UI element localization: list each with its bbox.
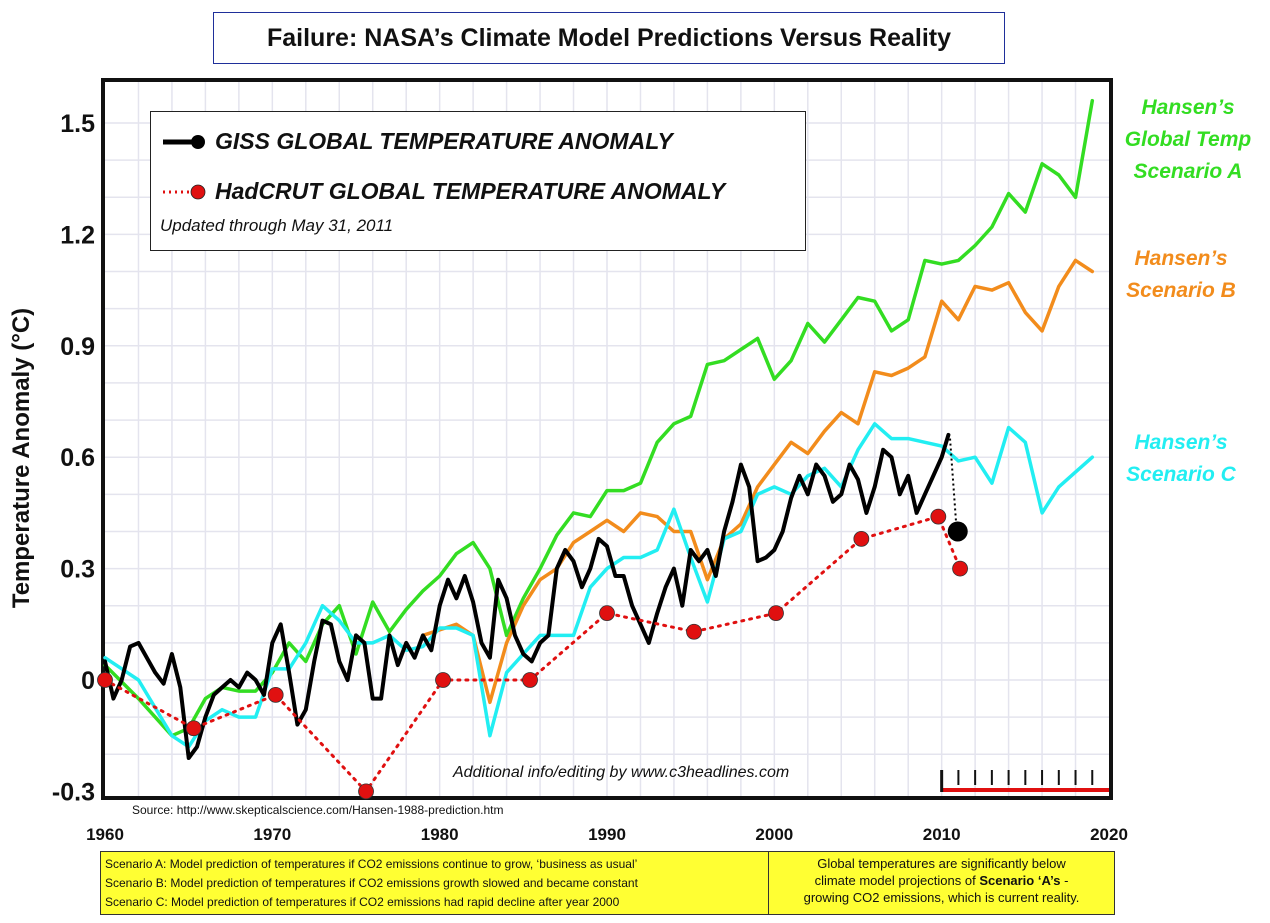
hadcrut-point [952,560,968,577]
series-line-hansen-s-scenario-b [421,258,1095,705]
credit-text: Additional info/editing by www.c3headlin… [453,764,790,781]
legend-item-giss: GISS GLOBAL TEMPERATURE ANOMALY [161,128,673,155]
axis-ticks: -0.3 0 0.3 0.6 0.9 1.2 1.5 1960 1970 1980 1990 2000… [52,110,1128,844]
hadcrut-point [185,720,202,737]
footer-line-c: Scenario C: Model prediction of temperat… [105,895,620,909]
scenario-a-label: Hansen’s Global Temp Scenario A [1116,92,1260,188]
scenario-a-line-3: Scenario A [1133,160,1243,183]
series-line-giss-global-temperature-anomaly [103,432,951,760]
source-text: Source: http://www.skepticalscience.com/… [132,803,504,817]
x-tick-label: 2020 [1090,825,1128,844]
y-tick-label: 0.3 [60,556,95,584]
legend-updated-note: Updated through May 31, 2011 [160,216,394,235]
chart-title: Failure: NASA’s Climate Model Prediction… [266,23,951,52]
title-box: Failure: NASA’s Climate Model Prediction… [213,12,1005,64]
y-tick-label: 0 [81,667,95,695]
y-tick-label: 1.2 [60,221,95,249]
x-tick-label: 1970 [253,825,291,844]
scenario-b-line-2: Scenario B [1126,279,1236,302]
scenario-c-label: Hansen’s Scenario C [1116,427,1246,491]
year-marker-strip [940,770,1109,792]
scenario-b-line-1: Hansen’s [1134,247,1228,270]
legend-label-giss: GISS GLOBAL TEMPERATURE ANOMALY [215,128,673,154]
y-tick-label: 0.9 [60,333,95,361]
x-tick-label: 1980 [421,825,459,844]
hadcrut-point [435,672,451,688]
footer-line-a: Scenario A: Model prediction of temperat… [105,857,638,871]
footer-summary: Global temperatures are significantly be… [769,852,1114,914]
hadcrut-point [686,623,702,640]
footer-summary-2b: Scenario ‘A’s [979,873,1061,888]
y-tick-label: -0.3 [52,778,95,806]
hadcrut-point [522,672,538,688]
x-tick-label: 2010 [923,825,961,844]
hadcrut-point [358,783,374,800]
giss-latest-point [947,521,968,542]
legend-item-hadcrut: HadCRUT GLOBAL TEMPERATURE ANOMALY [161,178,725,205]
hadcrut-point [853,530,870,547]
scenario-a-line-1: Hansen’s [1141,96,1235,119]
x-tick-label: 2000 [755,825,793,844]
hadcrut-point [768,605,784,622]
y-tick-label: 1.5 [60,110,95,138]
hadcrut-legend-swatch [163,184,206,199]
footer-line-b: Scenario B: Model prediction of temperat… [105,876,638,890]
footer-summary-line-2: climate model projections of Scenario ‘A… [769,872,1114,889]
plot-frame [101,78,1113,800]
scenario-c-line-1: Hansen’s [1134,431,1228,454]
footer-scenario-descriptions: Scenario A: Model prediction of temperat… [101,852,769,914]
x-tick-label: 1960 [86,825,124,844]
hadcrut-point [930,508,947,525]
legend-label-hadcrut: HadCRUT GLOBAL TEMPERATURE ANOMALY [215,178,726,204]
footer-summary-line-3: growing CO2 emissions, which is current … [803,890,1080,905]
scenario-c-line-2: Scenario C [1126,463,1236,486]
hadcrut-point [267,686,284,703]
scenario-a-line-2: Global Temp [1124,128,1252,151]
series-layer [97,98,1095,800]
footer-summary-2a: climate model projections of [814,873,980,888]
x-tick-label: 1990 [588,825,626,844]
giss-legend-swatch [163,134,205,149]
series-line-hansen-s-global-temp-scenario-a [103,98,1095,738]
scenario-b-label: Hansen’s Scenario B [1116,243,1246,307]
series-line-hansen-s-scenario-c [103,422,1095,749]
footer-summary-line-1: Global temperatures are significantly be… [817,856,1066,871]
giss-connector [949,438,958,532]
series-line-hadcrut-global-temperature-anomaly [103,515,962,793]
footer-summary-2c: - [1060,873,1069,888]
hadcrut-point [97,672,113,688]
footer-box: Scenario A: Model prediction of temperat… [100,851,1115,915]
hadcrut-point [599,605,615,622]
y-axis-label: Temperature Anomaly (°C) [8,307,35,609]
legend: GISS GLOBAL TEMPERATURE ANOMALY HadCRUT … [150,111,806,251]
y-tick-label: 0.6 [60,444,95,472]
